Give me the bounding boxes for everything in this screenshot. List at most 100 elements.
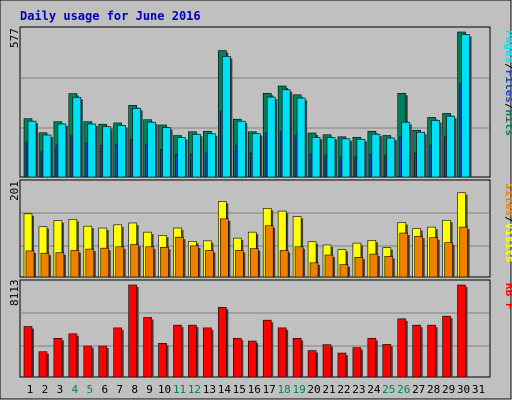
bottom-bar-kb-f [113, 327, 122, 378]
middle-bar-sites [264, 225, 274, 278]
x-tick-label: 10 [158, 383, 171, 396]
top-legend-item: / [503, 63, 512, 70]
bottom-bar-kb-f [53, 338, 63, 378]
x-tick-label: 3 [57, 383, 64, 396]
middle-legend-item: / [503, 216, 512, 223]
x-tick-label: 9 [146, 383, 153, 396]
x-tick-label: 1 [27, 383, 34, 396]
middle-legend: Sites/Visits [503, 183, 512, 263]
bottom-bar-kb-f [23, 326, 33, 378]
middle-bar-sites [459, 226, 468, 278]
x-tick-label: 24 [367, 383, 381, 396]
chart-title: Daily usage for June 2016 [20, 9, 201, 23]
middle-bar-sites [145, 246, 154, 278]
bottom-bar-kb-f [277, 327, 287, 378]
bottom-bar-kb-f [307, 350, 317, 378]
x-tick-label: 23 [352, 383, 365, 396]
x-tick-label: 5 [86, 383, 93, 396]
bottom-bar-kb-f [143, 317, 152, 378]
middle-bar-sites [70, 250, 80, 278]
bottom-bar-kb-f [188, 324, 197, 378]
top-legend-item: Pages [503, 30, 512, 63]
middle-bar-sites [190, 245, 199, 278]
x-tick-label: 19 [292, 383, 305, 396]
top-bar-pages [27, 120, 37, 178]
top-bar-pages [192, 133, 201, 178]
bottom-legend-item: KB F [503, 283, 512, 310]
bottom-bar-kb-f [218, 307, 227, 378]
bottom-bar-kb-f [158, 343, 167, 378]
bottom-bar-kb-f [233, 338, 242, 378]
x-tick-label: 15 [233, 383, 246, 396]
top-bar-pages [251, 133, 261, 178]
top-bar-pages [341, 138, 351, 178]
top-bar-pages [371, 133, 381, 178]
legends: Pages/Files/Hits Sites/Visits KB F [503, 30, 512, 310]
middle-bar-sites [354, 257, 364, 278]
top-bar-pages [162, 127, 171, 178]
bottom-bar-kb-f [38, 351, 48, 378]
top-bar-pages [57, 123, 67, 178]
bottom-bar-kb-f [262, 319, 272, 378]
top-bar-pages [42, 134, 52, 178]
x-tick-label: 28 [427, 383, 440, 396]
middle-ymax-label: 201 [8, 181, 21, 201]
bottom-bar-kb-f [367, 338, 377, 378]
middle-bar-sites [369, 253, 379, 278]
top-bar-pages [461, 34, 470, 178]
middle-bar-sites [220, 218, 229, 278]
top-bar-pages [266, 96, 276, 178]
middle-bar-sites [399, 232, 409, 278]
middle-bar-sites [115, 246, 124, 278]
x-tick-label: 20 [307, 383, 320, 396]
bottom-bar-kb-f [442, 315, 451, 378]
middle-bar-sites [100, 247, 110, 278]
top-bar-pages [386, 137, 396, 178]
middle-bar-sites [294, 246, 304, 278]
x-tick-label: 2 [42, 383, 49, 396]
bottom-bar-kb-f [173, 324, 182, 378]
x-tick-label: 13 [203, 383, 216, 396]
middle-bar-sites [324, 254, 334, 278]
x-tick-label: 26 [397, 383, 410, 396]
middle-bar-sites [444, 242, 453, 278]
x-tick-label: 8 [131, 383, 138, 396]
bottom-bar-kb-f [98, 345, 108, 378]
top-legend: Pages/Files/Hits [503, 30, 512, 136]
bottom-bar-kb-f [68, 333, 78, 378]
x-tick-label: 6 [101, 383, 108, 396]
top-bar-pages [326, 137, 336, 178]
x-tick-label: 18 [278, 383, 291, 396]
top-bar-pages [311, 136, 321, 178]
x-axis-labels: 1 2 3 4 5 6 7 8 9 10 11 12 13 14 15 16 17 18 19 20 21 22 23 24 2… [27, 383, 485, 396]
bars [23, 31, 472, 378]
top-bar-pages [446, 115, 455, 178]
top-bar-pages [207, 133, 216, 178]
x-tick-label: 27 [412, 383, 425, 396]
top-bar-pages [431, 120, 440, 178]
middle-bar-sites [384, 256, 394, 278]
x-tick-label: 30 [457, 383, 470, 396]
bottom-bar-kb-f [412, 324, 422, 378]
top-bar-pages [72, 97, 82, 178]
x-tick-label: 17 [263, 383, 276, 396]
top-bar-pages [281, 89, 291, 178]
bottom-bar-kb-f [457, 284, 466, 378]
top-bar-pages [177, 137, 186, 178]
top-bar-pages [296, 97, 306, 178]
x-tick-label: 11 [173, 383, 186, 396]
bottom-bar-kb-f [203, 327, 212, 378]
top-bar-pages [416, 131, 426, 178]
x-tick-label: 4 [72, 383, 79, 396]
x-tick-label: 21 [322, 383, 335, 396]
bottom-bar-kb-f [352, 347, 362, 378]
top-bar-pages [356, 139, 366, 178]
x-tick-label: 31 [472, 383, 485, 396]
bottom-bar-kb-f [397, 318, 407, 378]
bottom-bar-kb-f [382, 344, 392, 378]
middle-bar-sites [85, 248, 95, 278]
top-legend-item: / [503, 103, 512, 110]
bottom-bar-kb-f [322, 344, 332, 378]
middle-legend-item: Visits [503, 223, 512, 263]
